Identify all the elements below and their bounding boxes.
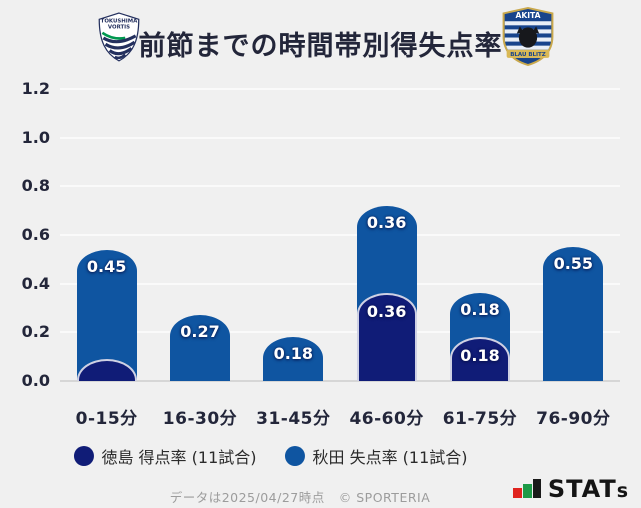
y-tick-label: 0.6: [21, 225, 50, 244]
bar-value-label: 0.55: [553, 254, 594, 274]
legend-label: 徳島 得点率 (11試合): [101, 448, 257, 467]
bar-value-label: 0.36: [366, 302, 407, 322]
x-tick-label: 31-45分: [256, 409, 331, 429]
bar-value-label: 0.36: [366, 212, 407, 232]
y-tick-label: 0.0: [21, 371, 50, 390]
y-tick-label: 1.2: [21, 79, 50, 98]
x-tick-label: 16-30分: [162, 409, 238, 429]
bar-value-label: 0.18: [460, 346, 500, 366]
gridline: [60, 88, 620, 90]
bar-chart-icon: [512, 479, 541, 501]
gridline: [60, 282, 620, 285]
gridline: [60, 331, 620, 334]
copyright-text: © SPORTERIA: [338, 490, 431, 505]
logo-text-blaublitz: BLAU BLITZ: [510, 52, 546, 58]
tokushima-vortis-logo: TOKUSHIMA VORTIS: [98, 12, 140, 62]
bar-group: 0.18: [247, 89, 340, 381]
x-tick-label: 61-75分: [442, 409, 518, 429]
y-tick-label: 1.0: [21, 127, 50, 147]
bar-segment-akita: 0.27: [169, 315, 230, 381]
x-axis: 0-15分 16-30分 31-45分 46-60分 61-75分 76-90分: [60, 404, 620, 432]
stats-wordmark: STATs: [547, 475, 629, 503]
legend-item: 秋田 失点率 (11試合): [284, 444, 468, 468]
logo-text-vortis: VORTIS: [108, 25, 130, 31]
x-tick-label: 0-15分: [75, 409, 138, 429]
footer-note: データは2025/04/27時点 © SPORTERIA: [0, 487, 600, 506]
legend-swatch: [284, 446, 305, 466]
bar-segment-akita: 0.55: [543, 247, 604, 381]
bar-group: 0.27: [153, 89, 246, 381]
y-tick-label: 0.2: [21, 322, 50, 342]
plot-area: 0.0 0.2 0.4 0.6 0.8 1.0 1.2 0.45 0.27 0.18 0.36 0.3…: [22, 79, 620, 390]
legend: 徳島 得点率 (11試合) 秋田 失点率 (11試合): [73, 444, 468, 468]
vortex-stripes: [101, 31, 137, 60]
bar-value-label: 0.18: [273, 344, 314, 364]
bar-value-label: 0.45: [86, 256, 127, 276]
page-title: 前節までの時間帯別得失点率: [138, 31, 503, 62]
bar-segment-akita: 0.18: [263, 337, 324, 381]
bar-group: 0.36 0.36: [340, 89, 433, 381]
y-tick-label: 0.8: [21, 176, 50, 196]
dog-head-icon: [516, 26, 540, 48]
bar-segment-tokushima: 0.18: [449, 337, 510, 381]
legend-swatch: [73, 446, 94, 466]
legend-label: 秋田 失点率 (11試合): [312, 448, 468, 467]
bar-value-label: 0.18: [460, 300, 500, 320]
stats-brand-logo: STATs: [512, 475, 629, 503]
x-axis-line: [60, 380, 620, 382]
bar-group: 0.45: [60, 89, 153, 381]
bar-segment-tokushima: 0.36: [356, 293, 417, 381]
blaublitz-akita-logo: AKITA BLAU BLITZ: [502, 7, 554, 66]
y-tick-label: 0.4: [21, 273, 50, 293]
gridline: [60, 136, 620, 139]
x-tick-label: 76-90分: [536, 409, 611, 429]
bar-group: 0.55: [527, 89, 620, 381]
logo-text-akita: AKITA: [515, 11, 540, 20]
legend-item: 徳島 得点率 (11試合): [73, 444, 257, 468]
gridline: [60, 234, 620, 236]
bar-value-label: 0.27: [180, 322, 220, 342]
gridline: [60, 185, 620, 188]
bar-group: 0.18 0.18: [433, 89, 526, 381]
data-date-note: データは2025/04/27時点: [169, 490, 325, 505]
crest-banner: BLAU BLITZ: [506, 49, 550, 58]
x-tick-label: 46-60分: [349, 409, 424, 429]
logo-text-tokushima: TOKUSHIMA: [101, 18, 138, 24]
